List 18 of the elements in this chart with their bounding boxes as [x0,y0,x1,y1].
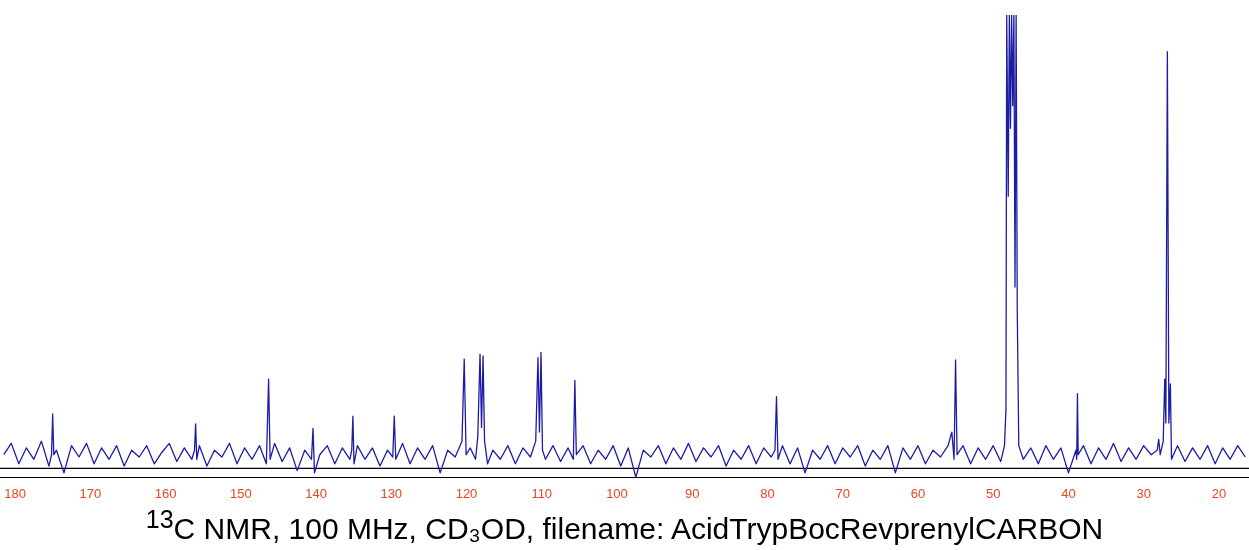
x-tick-label: 130 [380,485,403,501]
x-tick-label: 20 [1211,485,1227,501]
x-tick-label: 140 [305,485,327,501]
x-tick-label: 80 [760,485,775,501]
x-tick-label: 30 [1136,485,1151,501]
x-tick-label: 180 [4,485,26,501]
x-tick-label: 60 [910,485,926,501]
x-tick-label: 100 [606,485,628,501]
x-tick-label: 160 [154,485,177,501]
x-tick-label: 110 [531,485,553,501]
x-tick-label: 150 [229,485,252,501]
x-tick-label: 50 [985,485,1001,501]
x-tick-label: 40 [1061,485,1076,501]
x-tick-label: 70 [835,485,850,501]
x-tick-label: 90 [684,485,700,501]
x-tick-label: 120 [455,485,478,501]
x-tick-label: 170 [79,485,102,501]
text: $^{13}$C NMR, 100 MHz, CD₃OD, filename: AcidTrypBocRevprenylCARBON [144,505,1105,546]
